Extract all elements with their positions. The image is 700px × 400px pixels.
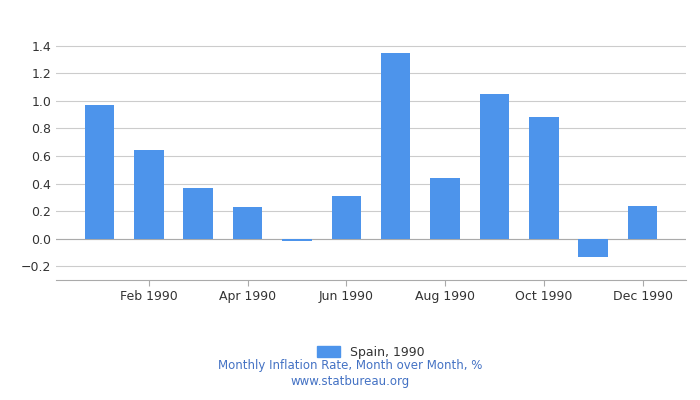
Bar [233,207,262,239]
Bar [529,118,559,239]
Bar [430,178,460,239]
Bar [628,206,657,239]
Bar [282,239,312,242]
Bar [578,239,608,256]
Text: Monthly Inflation Rate, Month over Month, %: Monthly Inflation Rate, Month over Month… [218,360,482,372]
Bar [183,188,213,239]
Legend: Spain, 1990: Spain, 1990 [312,341,430,364]
Bar [134,150,164,239]
Text: www.statbureau.org: www.statbureau.org [290,376,410,388]
Bar [332,196,361,239]
Bar [480,94,509,239]
Bar [381,53,410,239]
Bar [85,105,114,239]
